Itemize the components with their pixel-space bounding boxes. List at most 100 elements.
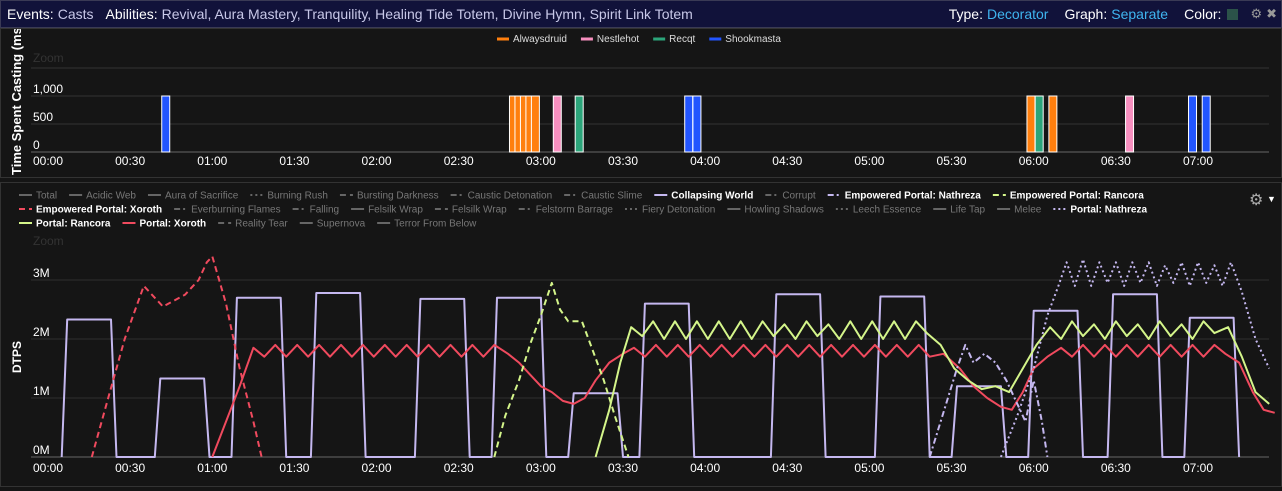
dtps-chart[interactable]: 0M 1M 2M 3M 00:00 00:30 01:00 01:30 02:00 02:30 03… bbox=[1, 183, 1281, 486]
legend-item: Life Tap bbox=[950, 205, 985, 216]
zoom-label: Zoom bbox=[33, 234, 64, 248]
type-dropdown[interactable]: Decorator bbox=[986, 6, 1049, 22]
x-tick-label: 05:30 bbox=[937, 154, 967, 168]
legend-item: Reality Tear bbox=[235, 219, 288, 230]
legend-item: Empowered Portal: Nathreza bbox=[845, 191, 982, 202]
series-line bbox=[90, 255, 263, 458]
x-tick-label: 01:00 bbox=[197, 461, 227, 475]
casts-chart-panel: 0 500 1,000 00:00 00:30 01:00 01:30 02:00 02:30 0… bbox=[0, 23, 1282, 178]
legend-item: Felsilk Wrap bbox=[368, 205, 423, 216]
cast-bar bbox=[574, 95, 584, 153]
abilities-value[interactable]: Revival, Aura Mastery, Tranquility, Heal… bbox=[161, 6, 693, 22]
y-tick-label: 0 bbox=[33, 138, 40, 152]
series-line bbox=[999, 258, 1271, 458]
x-tick-label: 02:30 bbox=[444, 461, 474, 475]
cast-bar bbox=[1048, 95, 1058, 153]
y-axis-title: Time Spent Casting (ms) bbox=[9, 29, 24, 175]
x-tick-label: 02:30 bbox=[444, 154, 474, 168]
x-tick-label: 01:00 bbox=[197, 154, 227, 168]
x-tick-label: 06:30 bbox=[1101, 154, 1131, 168]
legend-label: Alwaysdruid bbox=[513, 34, 567, 45]
x-tick-label: 06:00 bbox=[1019, 461, 1049, 475]
x-tick-label: 00:00 bbox=[33, 461, 63, 475]
cast-bar bbox=[1034, 95, 1044, 153]
legend-item: Collapsing World bbox=[671, 191, 753, 202]
x-tick-label: 03:30 bbox=[608, 154, 638, 168]
legend-item: Total bbox=[36, 191, 57, 202]
legend-item: Portal: Nathreza bbox=[1070, 205, 1147, 216]
cast-bar bbox=[692, 95, 702, 153]
close-icon[interactable]: ✖ bbox=[1266, 6, 1277, 21]
legend-item: Portal: Xoroth bbox=[139, 219, 206, 230]
legend-item: Aura of Sacrifice bbox=[165, 191, 239, 202]
x-tick-label: 04:30 bbox=[772, 461, 802, 475]
legend-item: Burning Rush bbox=[267, 191, 328, 202]
x-tick-label: 05:00 bbox=[854, 154, 884, 168]
y-tick-label: 1M bbox=[33, 384, 50, 398]
legend-item: Felstorm Barrage bbox=[536, 205, 614, 216]
x-tick-label: 06:30 bbox=[1101, 461, 1131, 475]
legend-item: Falling bbox=[310, 205, 339, 216]
casts-chart[interactable]: 0 500 1,000 00:00 00:30 01:00 01:30 02:00 02:30 0… bbox=[1, 23, 1281, 177]
legend-label: Recqt bbox=[669, 34, 695, 45]
series-line bbox=[60, 292, 1241, 458]
legend-item: Caustic Detonation bbox=[468, 191, 553, 202]
series-line bbox=[493, 281, 630, 458]
x-tick-label: 00:00 bbox=[33, 154, 63, 168]
legend-label: Shookmasta bbox=[725, 34, 781, 45]
x-tick-label: 02:00 bbox=[362, 154, 392, 168]
abilities-label: Abilities: bbox=[105, 6, 158, 22]
legend-label: Nestlehot bbox=[597, 34, 639, 45]
x-tick-label: 03:00 bbox=[526, 461, 556, 475]
legend-item: Empowered Portal: Rancora bbox=[1010, 191, 1144, 202]
y-tick-label: 1,000 bbox=[33, 82, 63, 96]
legend-item: Caustic Slime bbox=[581, 191, 643, 202]
events-value[interactable]: Casts bbox=[57, 6, 94, 22]
graph-dropdown[interactable]: Separate bbox=[1111, 6, 1169, 22]
legend-item: Felsilk Wrap bbox=[452, 205, 507, 216]
zoom-label: Zoom bbox=[33, 51, 64, 65]
gear-icon[interactable]: ⚙ bbox=[1250, 6, 1263, 21]
type-label: Type: bbox=[948, 6, 983, 22]
y-tick-label: 3M bbox=[33, 266, 50, 280]
x-tick-label: 07:00 bbox=[1183, 154, 1213, 168]
x-tick-label: 05:30 bbox=[937, 461, 967, 475]
graph-label: Graph: bbox=[1064, 6, 1108, 22]
x-tick-label: 04:00 bbox=[690, 461, 720, 475]
y-tick-label: 2M bbox=[33, 325, 50, 339]
cast-bar bbox=[552, 95, 562, 153]
y-tick-label: 500 bbox=[33, 110, 53, 124]
x-tick-label: 03:00 bbox=[526, 154, 556, 168]
legend-item: Fiery Detonation bbox=[642, 205, 715, 216]
x-tick-label: 02:00 bbox=[362, 461, 392, 475]
x-tick-label: 06:00 bbox=[1019, 154, 1049, 168]
color-swatch[interactable] bbox=[1227, 8, 1239, 20]
gear-icon: ⚙ bbox=[1249, 192, 1263, 209]
x-tick-label: 07:00 bbox=[1183, 461, 1213, 475]
dtps-chart-panel: 0M 1M 2M 3M 00:00 00:30 01:00 01:30 02:00 02:30 03… bbox=[0, 182, 1282, 487]
legend-item: Melee bbox=[1014, 205, 1042, 216]
y-axis-title: DTPS bbox=[10, 341, 24, 373]
cast-bar bbox=[1201, 95, 1211, 153]
cast-bar bbox=[161, 95, 171, 153]
x-tick-label: 05:00 bbox=[854, 461, 884, 475]
x-tick-label: 01:30 bbox=[279, 154, 309, 168]
x-tick-label: 00:30 bbox=[115, 154, 145, 168]
cast-bar bbox=[530, 95, 540, 153]
legend-item: Portal: Rancora bbox=[36, 219, 111, 230]
legend-item: Supernova bbox=[317, 219, 366, 230]
legend-item: Leech Essence bbox=[853, 205, 922, 216]
chevron-down-icon: ▼ bbox=[1267, 194, 1276, 204]
legend-item: Howling Shadows bbox=[744, 205, 824, 216]
cast-bar bbox=[1026, 95, 1036, 153]
legend-item: Acidic Web bbox=[86, 191, 136, 202]
x-tick-label: 04:00 bbox=[690, 154, 720, 168]
series-line bbox=[211, 343, 1275, 458]
cast-bar bbox=[1188, 95, 1198, 153]
cast-bar bbox=[1125, 95, 1135, 153]
color-label: Color: bbox=[1184, 6, 1222, 22]
event-filter-header: Events: Casts Abilities: Revival, Aura M… bbox=[0, 0, 1282, 28]
x-tick-label: 00:30 bbox=[115, 461, 145, 475]
x-tick-label: 01:30 bbox=[279, 461, 309, 475]
cast-bar bbox=[684, 95, 694, 153]
